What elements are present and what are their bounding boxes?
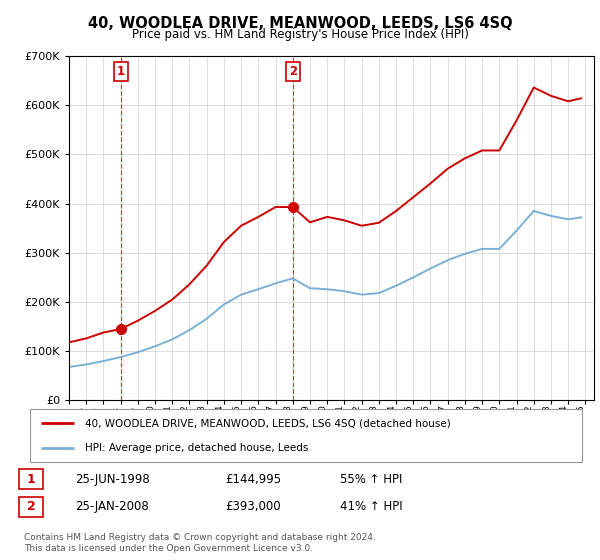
Text: 2024: 2024 <box>559 404 568 427</box>
Text: 2008: 2008 <box>284 404 293 427</box>
Text: 2021: 2021 <box>508 404 517 427</box>
Text: 2012: 2012 <box>353 404 362 427</box>
Text: 2016: 2016 <box>421 404 430 427</box>
Text: 2004: 2004 <box>215 404 224 427</box>
Text: 2019: 2019 <box>473 404 482 427</box>
Text: 2006: 2006 <box>250 404 259 427</box>
FancyBboxPatch shape <box>30 409 582 462</box>
Text: Contains HM Land Registry data © Crown copyright and database right 2024.
This d: Contains HM Land Registry data © Crown c… <box>24 533 376 553</box>
Text: 1999: 1999 <box>129 404 138 428</box>
Text: 2009: 2009 <box>301 404 310 427</box>
Text: 1: 1 <box>116 64 125 78</box>
Text: 2014: 2014 <box>387 404 396 427</box>
Text: 2022: 2022 <box>525 404 534 427</box>
Text: £144,995: £144,995 <box>225 473 281 486</box>
Text: 25-JUN-1998: 25-JUN-1998 <box>76 473 150 486</box>
Text: 40, WOODLEA DRIVE, MEANWOOD, LEEDS, LS6 4SQ: 40, WOODLEA DRIVE, MEANWOOD, LEEDS, LS6 … <box>88 16 512 31</box>
Text: 2: 2 <box>26 501 35 514</box>
Text: 2020: 2020 <box>490 404 499 427</box>
Text: 2001: 2001 <box>163 404 172 427</box>
Text: £393,000: £393,000 <box>225 501 281 514</box>
FancyBboxPatch shape <box>19 469 43 489</box>
Text: 2011: 2011 <box>335 404 344 427</box>
Text: 55% ↑ HPI: 55% ↑ HPI <box>340 473 403 486</box>
Text: 1997: 1997 <box>94 404 103 428</box>
Text: 2010: 2010 <box>318 404 327 427</box>
Text: 41% ↑ HPI: 41% ↑ HPI <box>340 501 403 514</box>
Text: 1998: 1998 <box>112 404 121 428</box>
Text: 2023: 2023 <box>542 404 551 427</box>
Text: 2002: 2002 <box>181 404 190 427</box>
Text: 2000: 2000 <box>146 404 155 427</box>
Text: 2018: 2018 <box>456 404 465 427</box>
Text: 2013: 2013 <box>370 404 379 427</box>
Text: 2015: 2015 <box>404 404 413 427</box>
Text: 25-JAN-2008: 25-JAN-2008 <box>76 501 149 514</box>
Text: 2005: 2005 <box>232 404 241 427</box>
FancyBboxPatch shape <box>19 497 43 517</box>
Text: 2003: 2003 <box>198 404 207 427</box>
Text: HPI: Average price, detached house, Leeds: HPI: Average price, detached house, Leed… <box>85 442 308 452</box>
Text: 2007: 2007 <box>266 404 275 427</box>
Text: 1: 1 <box>26 473 35 486</box>
Text: 2025: 2025 <box>577 404 586 427</box>
Text: Price paid vs. HM Land Registry's House Price Index (HPI): Price paid vs. HM Land Registry's House … <box>131 28 469 41</box>
Text: 40, WOODLEA DRIVE, MEANWOOD, LEEDS, LS6 4SQ (detached house): 40, WOODLEA DRIVE, MEANWOOD, LEEDS, LS6 … <box>85 418 451 428</box>
Text: 1996: 1996 <box>77 404 86 428</box>
Text: 2: 2 <box>289 64 297 78</box>
Text: 2017: 2017 <box>439 404 448 427</box>
